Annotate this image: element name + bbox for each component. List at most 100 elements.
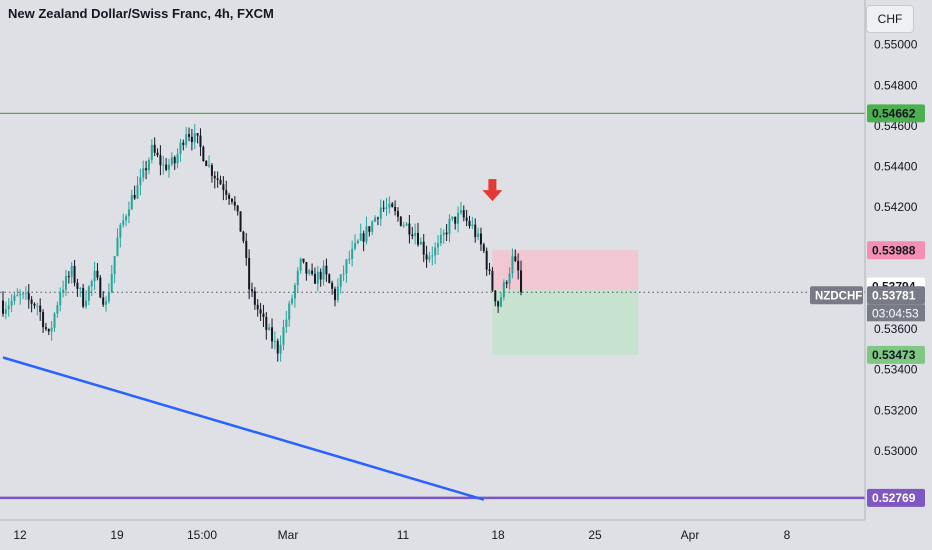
- candle-down: [416, 232, 419, 245]
- time-axis[interactable]: [0, 520, 865, 550]
- candle-down: [205, 160, 208, 167]
- candle-down: [199, 135, 202, 147]
- candle-down: [210, 165, 213, 176]
- trend-line[interactable]: [2, 356, 485, 501]
- time-tick-label: 11: [397, 528, 410, 542]
- candle-down: [27, 293, 30, 300]
- candle-up: [136, 185, 139, 199]
- candle-down: [276, 340, 279, 354]
- candle-up: [116, 237, 119, 257]
- candle-up: [150, 144, 153, 160]
- candle-down: [230, 198, 233, 202]
- candle-up: [185, 134, 188, 145]
- price-label-bg: [867, 104, 925, 123]
- candle-up: [348, 258, 351, 260]
- price-label-resistance: 0.54662: [867, 104, 925, 123]
- stop-loss-zone[interactable]: [492, 250, 639, 290]
- candle-up: [125, 216, 128, 221]
- candle-down: [250, 289, 253, 292]
- time-tick-label: Mar: [278, 528, 299, 542]
- candle-down: [391, 203, 394, 207]
- candle-down: [42, 311, 45, 328]
- candle-down: [82, 288, 85, 307]
- candle-up: [24, 293, 27, 295]
- candle-up: [87, 286, 90, 301]
- candle-down: [96, 270, 99, 278]
- candle-down: [165, 164, 168, 170]
- candle-down: [196, 133, 199, 136]
- candle-down: [368, 226, 371, 232]
- candle-up: [56, 305, 59, 314]
- candle-down: [153, 144, 156, 153]
- candle-down: [313, 273, 316, 284]
- price-tick-label: 0.53200: [874, 403, 918, 417]
- candle-down: [259, 309, 262, 314]
- candle-down: [325, 265, 328, 275]
- candle-down: [133, 195, 136, 199]
- time-tick-label: 12: [13, 528, 27, 542]
- candle-up: [374, 217, 377, 222]
- candle-up: [130, 195, 133, 210]
- candle-up: [308, 270, 311, 274]
- price-tick-label: 0.53000: [874, 444, 918, 458]
- candle-up: [273, 340, 276, 342]
- candle-up: [90, 281, 93, 287]
- take-profit-zone[interactable]: [492, 289, 639, 355]
- candle-down: [482, 244, 485, 251]
- candle-up: [419, 241, 422, 245]
- candle-up: [22, 293, 25, 295]
- candle-down: [479, 233, 482, 245]
- candle-down: [494, 290, 497, 302]
- price-label-text: 0.53473: [872, 348, 916, 362]
- symbol-tag: NZDCHF: [810, 286, 863, 305]
- price-tick-label: 0.54200: [874, 200, 918, 214]
- candle-up: [4, 309, 7, 314]
- candle-up: [179, 142, 182, 155]
- candle-up: [10, 301, 13, 306]
- candles: [2, 123, 523, 362]
- candle-up: [70, 265, 73, 277]
- price-scale[interactable]: [865, 0, 932, 550]
- candle-up: [316, 271, 319, 284]
- candle-up: [16, 295, 19, 297]
- price-label-bg: [867, 286, 925, 305]
- candle-up: [291, 298, 294, 304]
- candle-down: [173, 157, 176, 164]
- candle-down: [382, 207, 385, 209]
- candle-up: [299, 258, 302, 271]
- currency-button[interactable]: CHF: [866, 5, 914, 33]
- candle-up: [322, 265, 325, 280]
- price-label-text: 0.54662: [872, 106, 916, 120]
- candle-up: [19, 293, 22, 296]
- candle-up: [471, 224, 474, 227]
- candle-up: [428, 256, 431, 260]
- candle-down: [399, 216, 402, 226]
- candle-up: [499, 297, 502, 307]
- candle-down: [411, 234, 414, 237]
- price-label-text: 0.53781: [872, 288, 916, 302]
- sell-arrow-icon: [482, 179, 503, 202]
- candle-down: [488, 269, 491, 271]
- candle-down: [271, 327, 274, 342]
- candle-down: [236, 205, 239, 212]
- price-label-target: 0.53473: [867, 345, 925, 364]
- candle-down: [190, 136, 193, 143]
- chart-title: New Zealand Dollar/Swiss Franc, 4h, FXCM: [8, 6, 274, 21]
- candle-up: [285, 319, 288, 328]
- candle-up: [451, 216, 454, 219]
- candle-up: [359, 233, 362, 241]
- candle-up: [93, 270, 96, 282]
- candle-down: [265, 316, 268, 330]
- candle-up: [162, 164, 165, 166]
- price-label-current: 0.53781: [867, 286, 925, 305]
- candle-down: [159, 155, 162, 166]
- candle-down: [202, 146, 205, 161]
- price-label-stop: 0.53988: [867, 241, 925, 260]
- candle-down: [331, 282, 334, 289]
- candle-down: [216, 178, 219, 180]
- candle-up: [296, 270, 299, 286]
- candle-up: [388, 203, 391, 208]
- candle-up: [431, 255, 434, 257]
